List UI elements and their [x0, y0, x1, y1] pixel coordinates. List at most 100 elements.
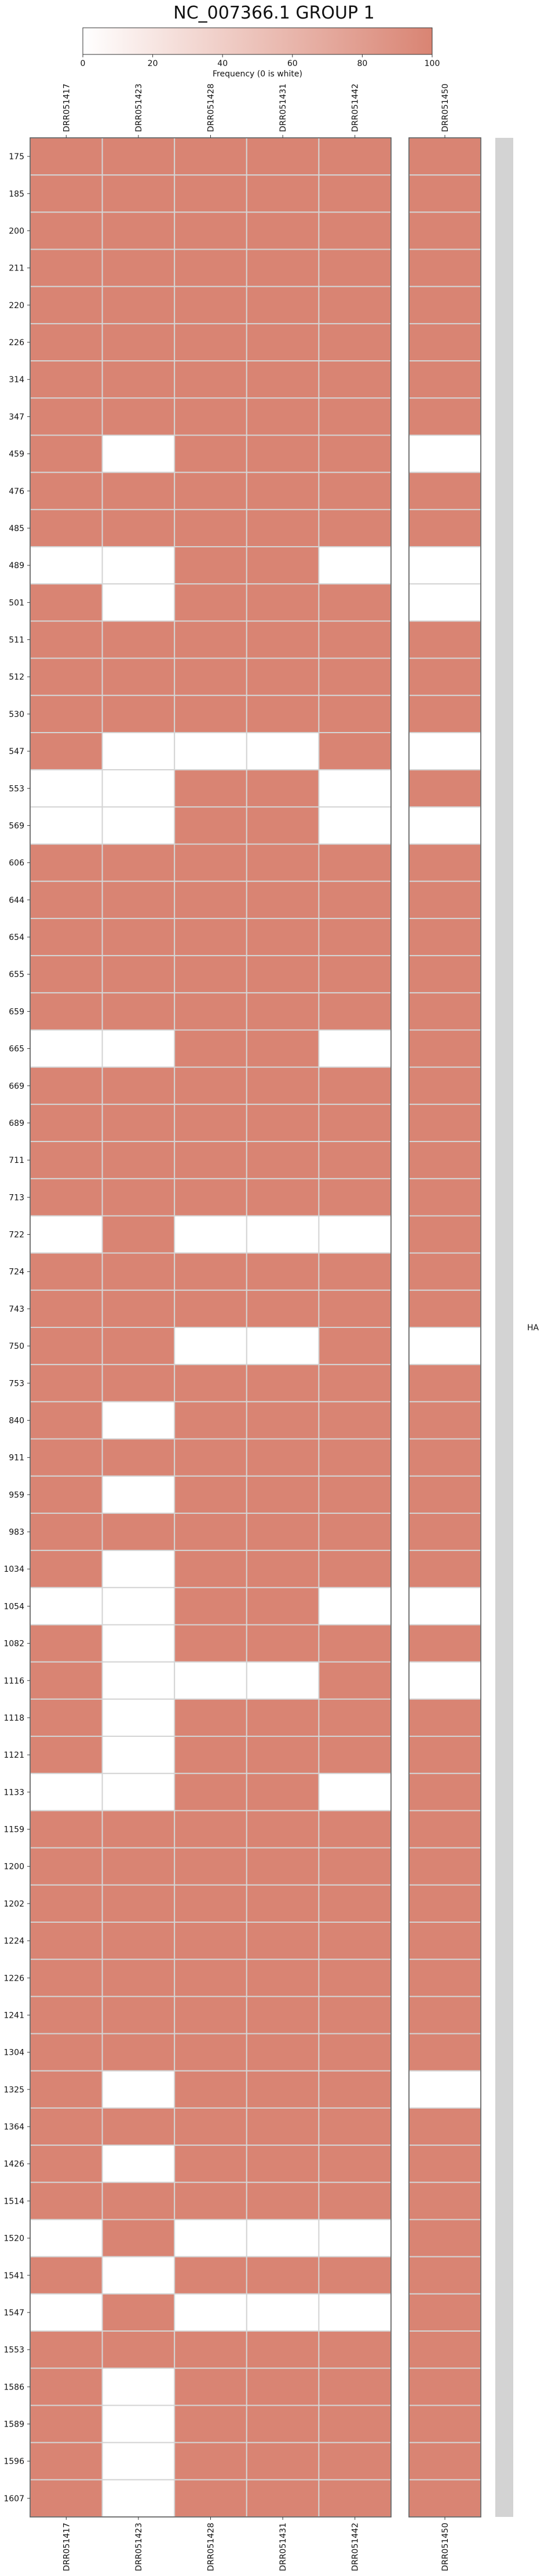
- heatmap-cell: [101, 1066, 176, 1105]
- heatmap-cell: [174, 1103, 247, 1143]
- heatmap-cell: [101, 1736, 176, 1774]
- heatmap-cell: [318, 2442, 392, 2480]
- heatmap-cell: [174, 2182, 247, 2220]
- heatmap-cell: [246, 2442, 320, 2480]
- heatmap-cell: [246, 1959, 320, 1997]
- heatmap-cell: [318, 2182, 392, 2220]
- heatmap-cell: [318, 211, 392, 250]
- column-label-top: DRR051417: [62, 83, 71, 132]
- heatmap-cell: [318, 1512, 392, 1552]
- row-label: 840: [9, 1416, 24, 1425]
- heatmap-cell: [30, 2033, 103, 2072]
- heatmap-cell: [174, 992, 247, 1031]
- colorbar-tick-label: 60: [287, 59, 298, 68]
- heatmap-cell: [174, 471, 247, 510]
- side-heatmap-cell: [408, 1736, 481, 1774]
- heatmap-cell: [246, 955, 320, 994]
- heatmap-cell: [246, 1847, 320, 1886]
- heatmap-cell: [101, 2219, 176, 2257]
- heatmap-cell: [318, 806, 392, 845]
- heatmap-cell: [318, 2256, 392, 2295]
- side-heatmap-cell: [408, 286, 481, 324]
- side-heatmap-cell: [408, 1847, 481, 1886]
- row-label: 553: [9, 784, 24, 793]
- heatmap-cell: [318, 2479, 392, 2518]
- heatmap-cell: [174, 174, 247, 213]
- heatmap-cell: [101, 732, 176, 771]
- heatmap-cell: [174, 1252, 247, 1291]
- heatmap-cell: [101, 1661, 176, 1700]
- heatmap-cell: [246, 1884, 320, 1923]
- row-labels: 175 185 200 211 220 226 314 347 459 476 485 489 501 5…: [3, 152, 30, 2504]
- heatmap-cell: [30, 211, 103, 250]
- heatmap-cell: [174, 2293, 247, 2332]
- heatmap-cell: [246, 174, 320, 213]
- side-heatmap-cell: [408, 2405, 481, 2443]
- heatmap-cell: [318, 360, 392, 399]
- row-label: 569: [9, 821, 24, 830]
- heatmap-cell: [101, 137, 176, 176]
- column-label-bottom: DRR051431: [279, 2523, 288, 2571]
- side-heatmap-cell: [408, 2033, 481, 2072]
- heatmap-cell: [318, 1289, 392, 1328]
- heatmap-cell: [246, 471, 320, 510]
- row-label: 1589: [3, 2420, 24, 2429]
- heatmap-cell: [246, 286, 320, 324]
- heatmap-cell: [30, 1475, 103, 1514]
- heatmap-cell: [318, 992, 392, 1031]
- heatmap-cell: [101, 1512, 176, 1552]
- heatmap-cell: [174, 434, 247, 473]
- heatmap-cell: [30, 583, 103, 622]
- heatmap-cell: [246, 397, 320, 436]
- heatmap-cell: [30, 1512, 103, 1552]
- side-heatmap-cell: [408, 1884, 481, 1923]
- heatmap-cell: [246, 546, 320, 585]
- heatmap-cell: [174, 1550, 247, 1589]
- heatmap-cell: [318, 1401, 392, 1440]
- row-label: 1586: [3, 2383, 24, 2392]
- heatmap-cell: [101, 546, 176, 585]
- colorbar-tick-label: 100: [425, 59, 440, 68]
- heatmap-cell: [30, 471, 103, 510]
- heatmap-cell: [174, 1773, 247, 1812]
- heatmap-cell: [101, 434, 176, 473]
- heatmap-cell: [318, 620, 392, 659]
- heatmap-cell: [101, 1141, 176, 1180]
- row-label: 1514: [3, 2197, 24, 2206]
- heatmap-cell: [101, 360, 176, 399]
- heatmap-cell: [246, 1587, 320, 1626]
- heatmap-cell: [246, 2145, 320, 2183]
- row-label: 547: [9, 747, 24, 756]
- heatmap-cell: [318, 732, 392, 771]
- row-label: 1364: [3, 2123, 24, 2132]
- side-heatmap-cell: [408, 360, 481, 399]
- row-label: 1116: [3, 1677, 24, 1686]
- heatmap-cell: [30, 694, 103, 733]
- heatmap-cell: [101, 1959, 176, 1997]
- side-heatmap-cell: [408, 2219, 481, 2257]
- heatmap-cell: [174, 583, 247, 622]
- heatmap-cell: [30, 769, 103, 808]
- heatmap-cell: [30, 137, 103, 176]
- heatmap-cell: [246, 1364, 320, 1403]
- heatmap-cell: [101, 1996, 176, 2035]
- heatmap-cell: [30, 1959, 103, 1997]
- heatmap-cell: [246, 1215, 320, 1254]
- heatmap-cell: [246, 2256, 320, 2295]
- side-heatmap-cell: [408, 1624, 481, 1663]
- heatmap-cell: [101, 471, 176, 510]
- side-heatmap-cell: [408, 1810, 481, 1849]
- heatmap-cell: [174, 1289, 247, 1328]
- heatmap-cell: [246, 248, 320, 287]
- heatmap-cell: [246, 732, 320, 771]
- heatmap-cell: [101, 286, 176, 324]
- heatmap-cell: [101, 880, 176, 919]
- annotation-bar-fill: [495, 138, 513, 2517]
- heatmap-cell: [101, 2070, 176, 2109]
- heatmap-cell: [30, 1587, 103, 1626]
- heatmap-cell: [318, 1847, 392, 1886]
- heatmap-cell: [30, 917, 103, 957]
- heatmap-cell: [30, 248, 103, 287]
- heatmap-cell: [30, 1773, 103, 1812]
- side-heatmap-cell: [408, 583, 481, 622]
